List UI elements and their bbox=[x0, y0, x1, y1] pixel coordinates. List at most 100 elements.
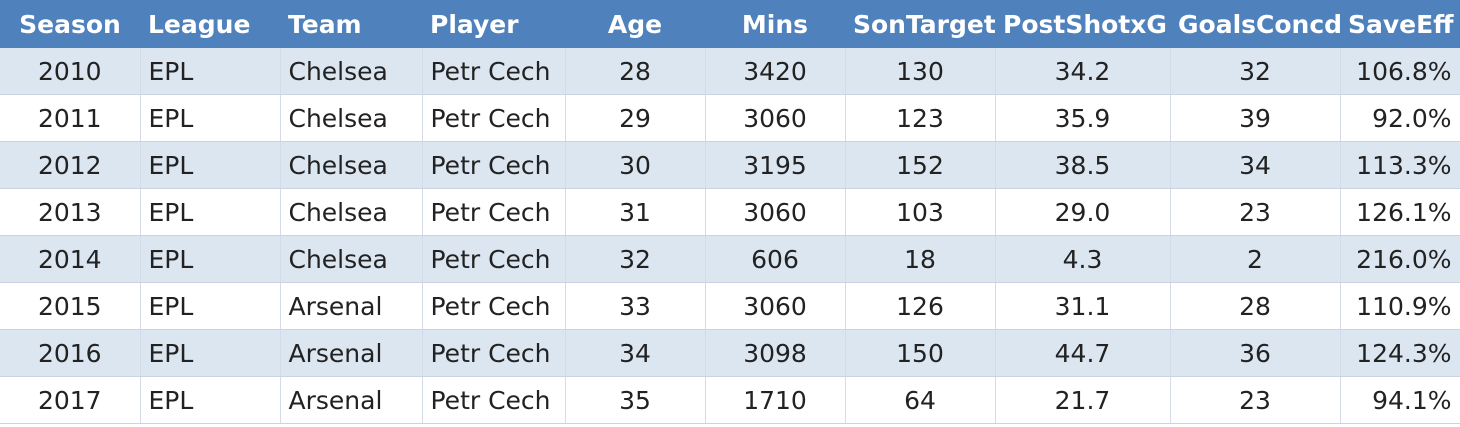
table-cell: 126 bbox=[845, 282, 996, 330]
table-cell: 28 bbox=[1170, 282, 1341, 330]
table-cell: 4.3 bbox=[995, 235, 1171, 283]
table-cell: Arsenal bbox=[280, 329, 423, 377]
table-cell: 36 bbox=[1170, 329, 1341, 377]
table-cell: 2012 bbox=[0, 141, 141, 189]
column-header: Team bbox=[280, 0, 422, 48]
table-cell: 103 bbox=[845, 188, 996, 236]
table-cell: 2014 bbox=[0, 235, 141, 283]
table-cell: 126.1% bbox=[1340, 188, 1460, 236]
table-cell: 64 bbox=[845, 376, 996, 424]
table-row: 2013 EPL Chelsea Petr Cech 31 3060 103 29.0 23 12… bbox=[0, 188, 1460, 236]
table-cell: 32 bbox=[565, 235, 706, 283]
table-cell: 106.8% bbox=[1340, 48, 1460, 95]
column-header: Age bbox=[565, 0, 705, 48]
table-cell: 92.0% bbox=[1340, 94, 1460, 142]
table-cell: 28 bbox=[565, 48, 706, 95]
table-cell: 39 bbox=[1170, 94, 1341, 142]
table-cell: EPL bbox=[140, 235, 281, 283]
column-header: Player bbox=[422, 0, 565, 48]
table-cell: 2011 bbox=[0, 94, 141, 142]
table-cell: 3195 bbox=[705, 141, 846, 189]
table-cell: Petr Cech bbox=[422, 48, 566, 95]
column-header: Mins bbox=[705, 0, 845, 48]
table-cell: 31.1 bbox=[995, 282, 1171, 330]
table-cell: 35.9 bbox=[995, 94, 1171, 142]
table-cell: Chelsea bbox=[280, 188, 423, 236]
table-cell: EPL bbox=[140, 94, 281, 142]
table-cell: Arsenal bbox=[280, 282, 423, 330]
table-cell: 110.9% bbox=[1340, 282, 1460, 330]
table-cell: EPL bbox=[140, 141, 281, 189]
table-cell: 32 bbox=[1170, 48, 1341, 95]
table-cell: 29.0 bbox=[995, 188, 1171, 236]
table-cell: 94.1% bbox=[1340, 376, 1460, 424]
table-row: 2010 EPL Chelsea Petr Cech 28 3420 130 34.2 32 10… bbox=[0, 48, 1460, 95]
table-cell: 2 bbox=[1170, 235, 1341, 283]
table-row: 2015 EPL Arsenal Petr Cech 33 3060 126 31.1 28 11… bbox=[0, 282, 1460, 330]
table-cell: 606 bbox=[705, 235, 846, 283]
table-row: 2014 EPL Chelsea Petr Cech 32 606 18 4.3 2 216.0% bbox=[0, 235, 1460, 283]
table-cell: 2016 bbox=[0, 329, 141, 377]
header-row: Season League Team Player Age Mins SonTarget Po… bbox=[0, 0, 1460, 48]
table-cell: 44.7 bbox=[995, 329, 1171, 377]
table-cell: Petr Cech bbox=[422, 376, 566, 424]
table-cell: 1710 bbox=[705, 376, 846, 424]
table-cell: 150 bbox=[845, 329, 996, 377]
table-cell: EPL bbox=[140, 282, 281, 330]
table-cell: 130 bbox=[845, 48, 996, 95]
table-cell: 2013 bbox=[0, 188, 141, 236]
table-cell: 2017 bbox=[0, 376, 141, 424]
table-cell: 124.3% bbox=[1340, 329, 1460, 377]
table-cell: 21.7 bbox=[995, 376, 1171, 424]
column-header: GoalsConcd bbox=[1170, 0, 1340, 48]
table-cell: 123 bbox=[845, 94, 996, 142]
table-cell: Chelsea bbox=[280, 235, 423, 283]
column-header: League bbox=[140, 0, 280, 48]
table-row: 2011 EPL Chelsea Petr Cech 29 3060 123 35.9 39 92… bbox=[0, 94, 1460, 142]
table-cell: 23 bbox=[1170, 376, 1341, 424]
table-cell: EPL bbox=[140, 48, 281, 95]
table-body: 2010 EPL Chelsea Petr Cech 28 3420 130 34.2 32 10… bbox=[0, 48, 1460, 424]
table-cell: 2010 bbox=[0, 48, 141, 95]
table-cell: 33 bbox=[565, 282, 706, 330]
table-cell: 152 bbox=[845, 141, 996, 189]
column-header: PostShotxG bbox=[995, 0, 1170, 48]
table-cell: 31 bbox=[565, 188, 706, 236]
table-row: 2012 EPL Chelsea Petr Cech 30 3195 152 38.5 34 11… bbox=[0, 141, 1460, 189]
column-header: SonTarget bbox=[845, 0, 995, 48]
table-cell: 29 bbox=[565, 94, 706, 142]
table-cell: 38.5 bbox=[995, 141, 1171, 189]
table-cell: 23 bbox=[1170, 188, 1341, 236]
table-cell: 216.0% bbox=[1340, 235, 1460, 283]
table-cell: Arsenal bbox=[280, 376, 423, 424]
table-cell: 3060 bbox=[705, 188, 846, 236]
table-cell: Chelsea bbox=[280, 141, 423, 189]
table-cell: EPL bbox=[140, 376, 281, 424]
table-cell: Petr Cech bbox=[422, 94, 566, 142]
table-cell: 34.2 bbox=[995, 48, 1171, 95]
table-cell: 3098 bbox=[705, 329, 846, 377]
table-cell: 34 bbox=[1170, 141, 1341, 189]
table-cell: 3060 bbox=[705, 282, 846, 330]
table-cell: 3420 bbox=[705, 48, 846, 95]
table-cell: Petr Cech bbox=[422, 235, 566, 283]
table-cell: Chelsea bbox=[280, 48, 423, 95]
table-cell: 18 bbox=[845, 235, 996, 283]
column-header: Season bbox=[0, 0, 140, 48]
table-cell: Petr Cech bbox=[422, 282, 566, 330]
table-cell: Petr Cech bbox=[422, 188, 566, 236]
table-row: 2017 EPL Arsenal Petr Cech 35 1710 64 21.7 23 94.… bbox=[0, 376, 1460, 424]
table-cell: EPL bbox=[140, 188, 281, 236]
table-row: 2016 EPL Arsenal Petr Cech 34 3098 150 44.7 36 12… bbox=[0, 329, 1460, 377]
table-cell: 30 bbox=[565, 141, 706, 189]
table-cell: 35 bbox=[565, 376, 706, 424]
table-cell: Petr Cech bbox=[422, 329, 566, 377]
table-cell: 113.3% bbox=[1340, 141, 1460, 189]
table-cell: 34 bbox=[565, 329, 706, 377]
table-cell: Petr Cech bbox=[422, 141, 566, 189]
table-cell: 2015 bbox=[0, 282, 141, 330]
table-cell: 3060 bbox=[705, 94, 846, 142]
column-header: SaveEff bbox=[1340, 0, 1460, 48]
